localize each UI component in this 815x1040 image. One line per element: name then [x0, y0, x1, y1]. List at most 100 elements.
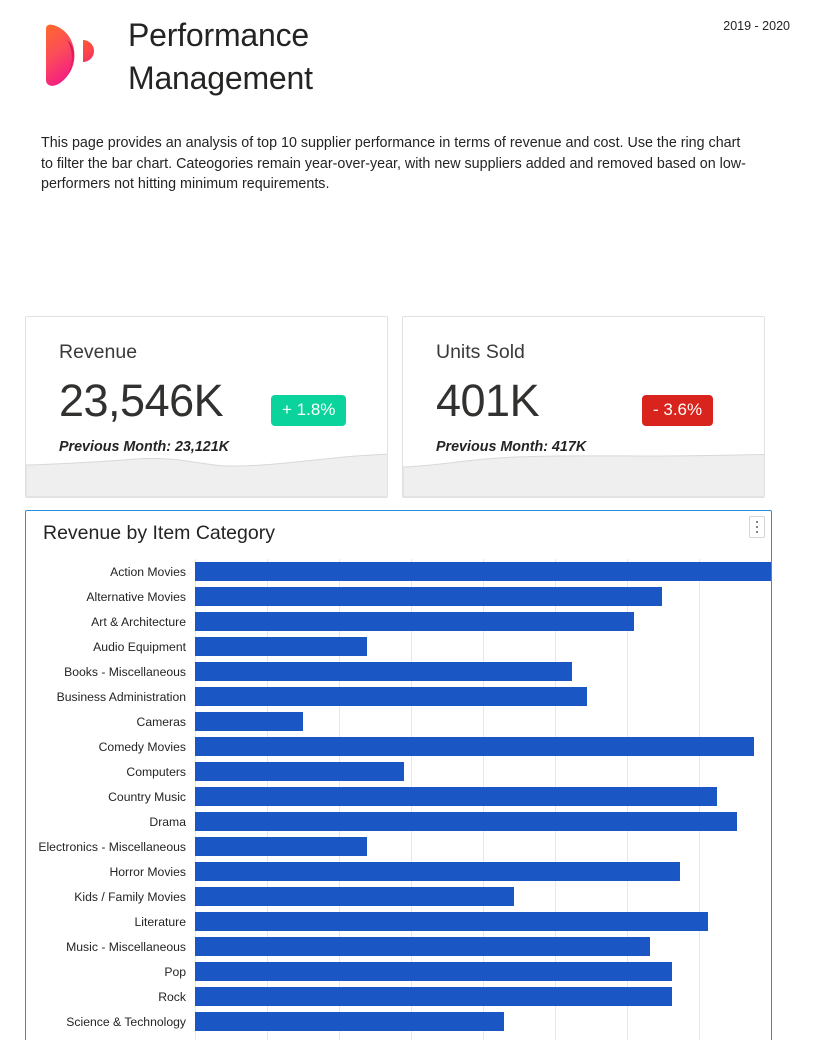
bar-chart-row[interactable]: Horror Movies — [26, 859, 771, 884]
bar-category-label: Horror Movies — [109, 864, 186, 879]
bar-chart-row[interactable]: Electronics - Miscellaneous — [26, 834, 771, 859]
bar-fill[interactable] — [195, 812, 738, 831]
bar-fill[interactable] — [195, 737, 755, 756]
bar-fill[interactable] — [195, 1012, 505, 1031]
bar-category-label: Comedy Movies — [98, 739, 186, 754]
bar-chart-row[interactable]: Art & Architecture — [26, 609, 771, 634]
kpi-change-badge: + 1.8% — [271, 395, 347, 426]
bar-chart-rows: Action Movies Alternative Movies Art & Arc… — [26, 559, 771, 1034]
bar-track — [195, 709, 771, 734]
bar-chart-row[interactable]: Alternative Movies — [26, 584, 771, 609]
bar-track — [195, 1009, 771, 1034]
bar-category-label: Alternative Movies — [86, 589, 186, 604]
bar-category-label: Business Administration — [56, 689, 186, 704]
bar-track — [195, 909, 771, 934]
bar-fill[interactable] — [195, 762, 404, 781]
bar-chart-row[interactable]: Pop — [26, 959, 771, 984]
bar-category-label: Rock — [158, 989, 186, 1004]
bar-fill[interactable] — [195, 937, 651, 956]
revenue-by-item-category-panel[interactable]: Revenue by Item Category Action Movies Al… — [25, 510, 772, 1040]
bar-category-label: Drama — [149, 814, 186, 829]
bar-track — [195, 659, 771, 684]
bar-track — [195, 809, 771, 834]
bar-category-label: Books - Miscellaneous — [64, 664, 186, 679]
bar-fill[interactable] — [195, 912, 708, 931]
bar-fill[interactable] — [195, 987, 672, 1006]
brand-logo-icon — [36, 20, 104, 92]
bar-category-label: Science & Technology — [66, 1014, 186, 1029]
bar-category-label: Pop — [164, 964, 186, 979]
bar-chart-row[interactable]: Country Music — [26, 784, 771, 809]
bar-track — [195, 859, 771, 884]
bar-chart-row[interactable]: Computers — [26, 759, 771, 784]
bar-chart-row[interactable]: Audio Equipment — [26, 634, 771, 659]
kpi-previous-month: Previous Month: 417K — [436, 439, 587, 455]
bar-category-label: Literature — [134, 914, 187, 929]
kpi-value: 23,546K — [59, 375, 224, 426]
bar-category-label: Kids / Family Movies — [74, 889, 186, 904]
kpi-card-revenue[interactable]: Revenue 23,546K + 1.8% Previous Month: 2… — [25, 316, 388, 498]
chart-gridline — [771, 559, 772, 1040]
bar-track — [195, 984, 771, 1009]
bar-chart-row[interactable]: Drama — [26, 809, 771, 834]
bar-category-label: Art & Architecture — [91, 614, 186, 629]
bar-track — [195, 884, 771, 909]
kpi-title: Units Sold — [436, 341, 525, 363]
bar-chart-row[interactable]: Action Movies — [26, 559, 771, 584]
bar-track — [195, 734, 771, 759]
kpi-value: 401K — [436, 375, 540, 426]
bar-fill[interactable] — [195, 787, 717, 806]
bar-track — [195, 784, 771, 809]
kpi-change-badge: - 3.6% — [642, 395, 714, 426]
bar-chart-row[interactable]: Books - Miscellaneous — [26, 659, 771, 684]
kebab-dot — [755, 520, 759, 524]
bar-chart-row[interactable]: Literature — [26, 909, 771, 934]
bar-category-label: Computers — [126, 764, 186, 779]
page-title: Performance Management — [128, 14, 548, 100]
bar-track — [195, 559, 771, 584]
date-range-label: 2019 - 2020 — [723, 19, 790, 33]
page-title-line-2: Management — [128, 60, 313, 96]
chart-title: Revenue by Item Category — [43, 522, 275, 544]
page-title-line-1: Performance — [128, 17, 309, 53]
bar-fill[interactable] — [195, 887, 514, 906]
bar-fill[interactable] — [195, 662, 572, 681]
bar-category-label: Action Movies — [110, 564, 186, 579]
page-description: This page provides an analysis of top 10… — [41, 135, 746, 192]
bar-category-label: Cameras — [136, 714, 186, 729]
bar-fill[interactable] — [195, 587, 663, 606]
bar-fill[interactable] — [195, 612, 635, 631]
bar-fill[interactable] — [195, 862, 680, 881]
bar-fill[interactable] — [195, 837, 367, 856]
bar-fill[interactable] — [195, 562, 771, 581]
bar-track — [195, 959, 771, 984]
bar-category-label: Electronics - Miscellaneous — [38, 839, 186, 854]
page-header: Performance Management 2019 - 2020 — [0, 0, 815, 120]
more-options-icon[interactable] — [749, 516, 765, 538]
bar-chart-plot-area: Action Movies Alternative Movies Art & Arc… — [26, 559, 771, 1040]
bar-fill[interactable] — [195, 712, 304, 731]
bar-category-label: Country Music — [108, 789, 186, 804]
kebab-dot — [755, 525, 759, 529]
bar-chart-row[interactable]: Science & Technology — [26, 1009, 771, 1034]
kpi-sparkline-area — [403, 454, 764, 497]
bar-fill[interactable] — [195, 687, 588, 706]
bar-track — [195, 759, 771, 784]
bar-chart-row[interactable]: Business Administration — [26, 684, 771, 709]
bar-fill[interactable] — [195, 962, 672, 981]
bar-fill[interactable] — [195, 637, 367, 656]
bar-track — [195, 684, 771, 709]
bar-category-label: Music - Miscellaneous — [66, 939, 186, 954]
kpi-card-units-sold[interactable]: Units Sold 401K - 3.6% Previous Month: 4… — [402, 316, 765, 498]
bar-chart-row[interactable]: Rock — [26, 984, 771, 1009]
kpi-title: Revenue — [59, 341, 138, 363]
bar-chart-row[interactable]: Cameras — [26, 709, 771, 734]
bar-chart-row[interactable]: Music - Miscellaneous — [26, 934, 771, 959]
bar-category-label: Audio Equipment — [93, 639, 186, 654]
kebab-dot — [755, 530, 759, 534]
bar-chart-row[interactable]: Kids / Family Movies — [26, 884, 771, 909]
kpi-card-group: Revenue 23,546K + 1.8% Previous Month: 2… — [25, 316, 790, 498]
bar-chart-row[interactable]: Comedy Movies — [26, 734, 771, 759]
bar-track — [195, 634, 771, 659]
